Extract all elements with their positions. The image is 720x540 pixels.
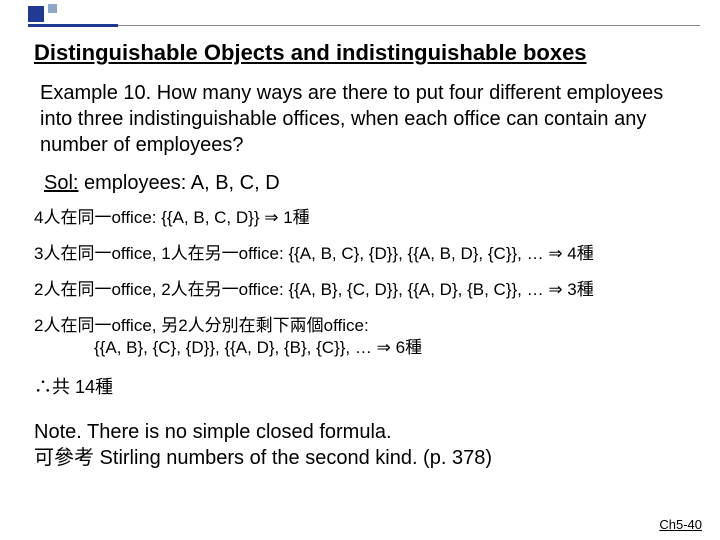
note-block: Note. There is no simple closed formula.… xyxy=(34,419,694,471)
deco-line-thick xyxy=(28,24,118,27)
page-footer: Ch5-40 xyxy=(659,517,702,532)
sol-text: employees: A, B, C, D xyxy=(78,172,279,194)
example-text: Example 10. How many ways are there to p… xyxy=(40,80,694,158)
case-3: 2人在同一office, 2人在另一office: {{A, B}, {C, D… xyxy=(34,279,694,301)
slide-content: Distinguishable Objects and indistinguis… xyxy=(34,40,694,471)
case-4-line2: {{A, B}, {C}, {D}}, {{A, D}, {B}, {C}}, … xyxy=(94,338,422,357)
sol-label: Sol: xyxy=(44,172,78,194)
deco-square-large xyxy=(28,6,44,22)
case-2: 3人在同一office, 1人在另一office: {{A, B, C}, {D… xyxy=(34,243,694,265)
deco-line-thin xyxy=(118,25,700,26)
solution-line: Sol: employees: A, B, C, D xyxy=(44,172,694,195)
total-line: ∴共 14種 xyxy=(34,373,694,399)
case-4: 2人在同一office, 另2人分別在剩下兩個office: {{A, B}, … xyxy=(34,315,694,359)
header-decoration xyxy=(0,0,720,30)
case-4-line1: 2人在同一office, 另2人分別在剩下兩個office: xyxy=(34,316,369,335)
section-heading: Distinguishable Objects and indistinguis… xyxy=(34,40,694,66)
case-1: 4人在同一office: {{A, B, C, D}} ⇒ 1種 xyxy=(34,207,694,229)
deco-square-small xyxy=(48,4,57,13)
note-line2: 可參考 Stirling numbers of the second kind.… xyxy=(34,447,492,469)
note-line1: Note. There is no simple closed formula. xyxy=(34,421,392,443)
